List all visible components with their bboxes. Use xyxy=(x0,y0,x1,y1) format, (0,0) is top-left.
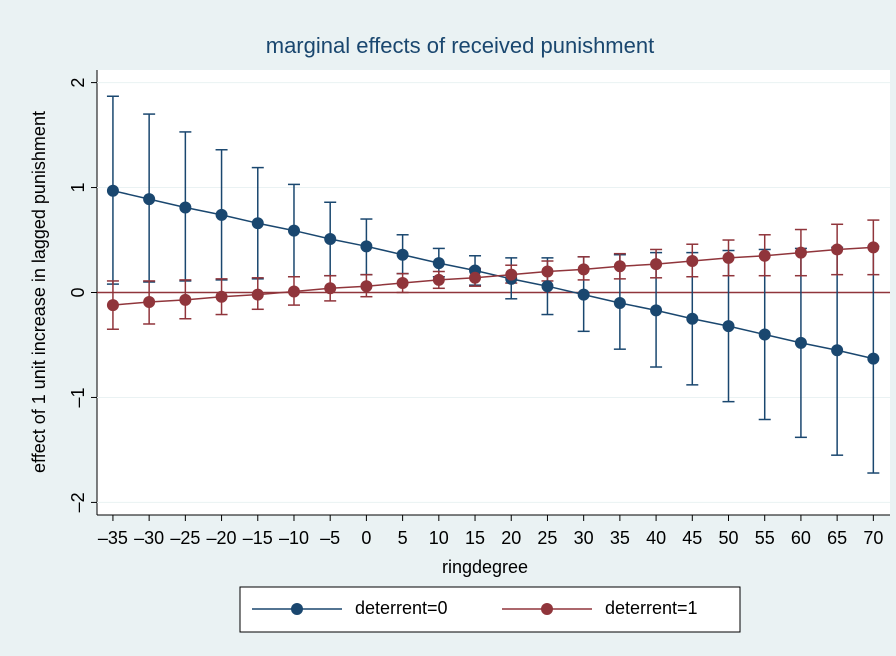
legend-marker xyxy=(541,603,553,615)
point xyxy=(541,265,554,278)
x-tick-label: –35 xyxy=(98,528,128,548)
point xyxy=(577,263,590,276)
point xyxy=(867,241,880,254)
point xyxy=(215,290,228,303)
x-axis-label: ringdegree xyxy=(442,557,528,577)
x-tick-label: 15 xyxy=(465,528,485,548)
point xyxy=(432,273,445,286)
point xyxy=(432,257,445,270)
point xyxy=(106,299,119,312)
x-tick-label: 30 xyxy=(574,528,594,548)
y-axis-label: effect of 1 unit increase in lagged puni… xyxy=(29,111,49,473)
point xyxy=(324,282,337,295)
point xyxy=(758,249,771,262)
point xyxy=(831,344,844,357)
point xyxy=(541,280,554,293)
point xyxy=(396,248,409,261)
point xyxy=(396,277,409,290)
y-tick-label: –1 xyxy=(68,387,88,407)
x-tick-label: 40 xyxy=(646,528,666,548)
point xyxy=(251,288,264,301)
y-tick-label: –2 xyxy=(68,492,88,512)
x-tick-label: –25 xyxy=(170,528,200,548)
x-tick-label: –5 xyxy=(320,528,340,548)
point xyxy=(215,208,228,221)
point xyxy=(360,280,373,293)
point xyxy=(287,224,300,237)
point xyxy=(106,184,119,197)
x-tick-label: 20 xyxy=(501,528,521,548)
y-tick-label: 2 xyxy=(68,78,88,88)
series-line xyxy=(112,189,874,360)
point xyxy=(179,293,192,306)
point xyxy=(324,232,337,245)
x-tick-label: –20 xyxy=(207,528,237,548)
series-line xyxy=(112,246,874,306)
point xyxy=(613,296,626,309)
point xyxy=(650,258,663,271)
x-tick-label: –30 xyxy=(134,528,164,548)
point xyxy=(794,246,807,259)
y-tick-label: 0 xyxy=(68,287,88,297)
x-tick-label: –15 xyxy=(243,528,273,548)
point xyxy=(867,352,880,365)
point xyxy=(722,320,735,333)
x-tick-label: 70 xyxy=(863,528,883,548)
point xyxy=(831,243,844,256)
x-tick-label: 60 xyxy=(791,528,811,548)
point xyxy=(143,193,156,206)
point xyxy=(251,217,264,230)
x-tick-label: 45 xyxy=(682,528,702,548)
point xyxy=(686,312,699,325)
x-tick-label: 10 xyxy=(429,528,449,548)
point xyxy=(179,201,192,214)
x-tick-label: –10 xyxy=(279,528,309,548)
point xyxy=(650,304,663,317)
x-tick-label: 25 xyxy=(537,528,557,548)
x-tick-label: 0 xyxy=(361,528,371,548)
point xyxy=(287,285,300,298)
legend-label: deterrent=0 xyxy=(355,598,448,618)
y-tick-label: 1 xyxy=(68,183,88,193)
point xyxy=(360,240,373,253)
point xyxy=(686,255,699,268)
point xyxy=(758,328,771,341)
point xyxy=(613,260,626,273)
legend-marker xyxy=(291,603,303,615)
x-tick-label: 50 xyxy=(718,528,738,548)
point xyxy=(143,295,156,308)
point xyxy=(469,271,482,284)
x-tick-label: 35 xyxy=(610,528,630,548)
point xyxy=(794,336,807,349)
point xyxy=(505,268,518,281)
x-tick-label: 65 xyxy=(827,528,847,548)
chart-title: marginal effects of received punishment xyxy=(266,33,654,58)
x-tick-label: 5 xyxy=(398,528,408,548)
point xyxy=(722,251,735,264)
legend-label: deterrent=1 xyxy=(605,598,698,618)
point xyxy=(577,288,590,301)
x-tick-label: 55 xyxy=(755,528,775,548)
